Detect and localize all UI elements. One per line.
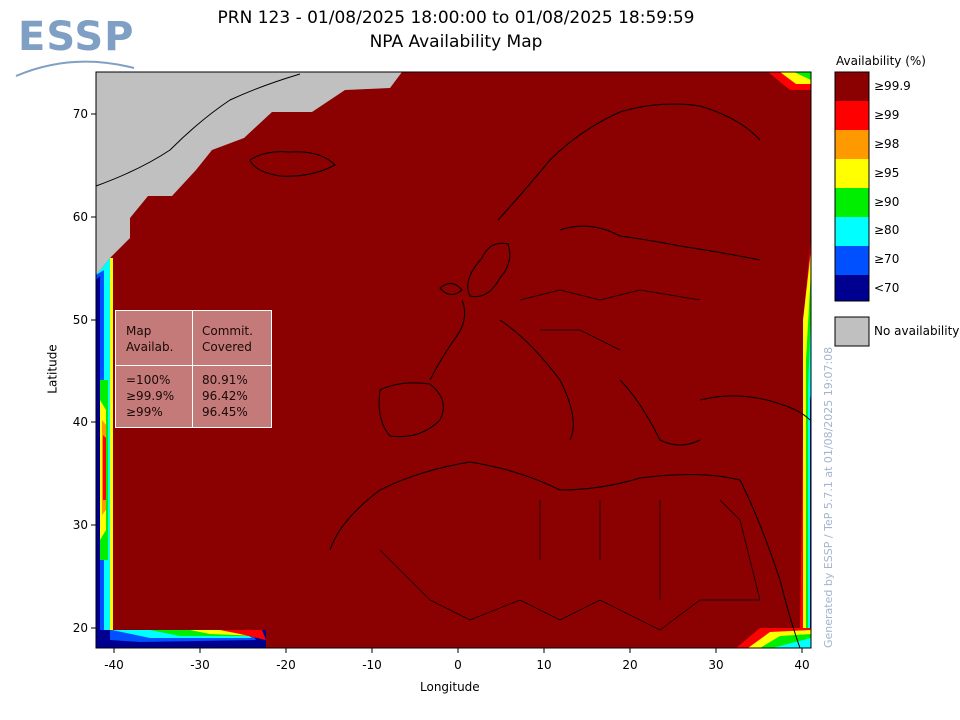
x-axis-title: Longitude — [420, 680, 480, 694]
essp-logo: ESSP — [12, 14, 142, 84]
x-tick-label: -30 — [190, 658, 210, 672]
southwest-corner-band — [96, 630, 266, 648]
legend-label: ≥99 — [874, 108, 900, 122]
borders — [379, 289, 761, 631]
legend-colorbar — [834, 71, 870, 347]
legend-swatch — [835, 101, 869, 130]
x-tick-label: 0 — [454, 658, 462, 672]
legend-label: <70 — [874, 281, 900, 295]
logo-swoosh — [15, 60, 135, 77]
legend-swatch — [835, 159, 869, 188]
legend-swatch-no-availability — [834, 316, 870, 347]
x-axis-ticks — [113, 648, 803, 653]
map-title: PRN 123 - 01/08/2025 18:00:00 to 01/08/2… — [217, 8, 695, 28]
stats-box: Map Availab. Commit. Covered =100% ≥99.9… — [115, 310, 272, 428]
y-tick-label: 30 — [73, 518, 88, 532]
stats-col1-header: Map Availab. — [126, 324, 174, 354]
legend-label-no-availability: No availability — [874, 324, 960, 338]
y-axis-labels: 70 60 50 40 30 20 — [73, 107, 88, 635]
plot-frame — [95, 71, 812, 649]
x-tick-label: -40 — [104, 658, 124, 672]
stats-col2-header: Commit. Covered — [202, 324, 253, 354]
x-tick-label: 20 — [622, 658, 637, 672]
x-tick-label: 10 — [536, 658, 551, 672]
logo-text: ESSP — [18, 14, 135, 60]
legend-swatch — [835, 246, 869, 275]
legend-title: Availability (%) — [836, 54, 926, 68]
legend-label: ≥99.9 — [874, 79, 911, 93]
x-tick-label: 30 — [708, 658, 723, 672]
legend-swatch — [835, 188, 869, 217]
y-tick-label: 50 — [73, 313, 88, 327]
no-availability-region — [96, 72, 402, 275]
y-tick-label: 20 — [73, 621, 88, 635]
y-tick-label: 60 — [73, 210, 88, 224]
legend-swatch — [835, 130, 869, 159]
y-axis-title: Latitude — [45, 344, 60, 394]
x-tick-label: 40 — [794, 658, 809, 672]
x-tick-label: -10 — [362, 658, 382, 672]
legend-label: ≥90 — [874, 195, 900, 209]
y-tick-label: 40 — [73, 415, 88, 429]
x-tick-label: -20 — [276, 658, 296, 672]
legend-label: ≥80 — [874, 223, 900, 237]
legend-label: ≥98 — [874, 137, 900, 151]
y-axis-ticks — [91, 113, 96, 629]
y-tick-label: 70 — [73, 107, 88, 121]
stats-col2-values: 80.91% 96.42% 96.45% — [202, 373, 248, 419]
west-edge-band — [96, 258, 113, 648]
legend-label: ≥95 — [874, 166, 900, 180]
legend-swatch — [835, 217, 869, 246]
watermark: Generated by ESSP / TeP 5.7.1 at 01/08/2… — [822, 346, 835, 648]
legend-swatch — [835, 72, 869, 101]
legend-swatch — [835, 275, 869, 301]
northeast-corner-band — [768, 72, 811, 90]
coastlines — [95, 73, 811, 649]
legend-label: ≥70 — [874, 252, 900, 266]
map-subtitle: NPA Availability Map — [369, 32, 543, 52]
x-axis-labels: -40 -30 -20 -10 0 10 20 30 40 — [104, 658, 809, 672]
stats-col1-values: =100% ≥99.9% ≥99% — [126, 373, 175, 419]
